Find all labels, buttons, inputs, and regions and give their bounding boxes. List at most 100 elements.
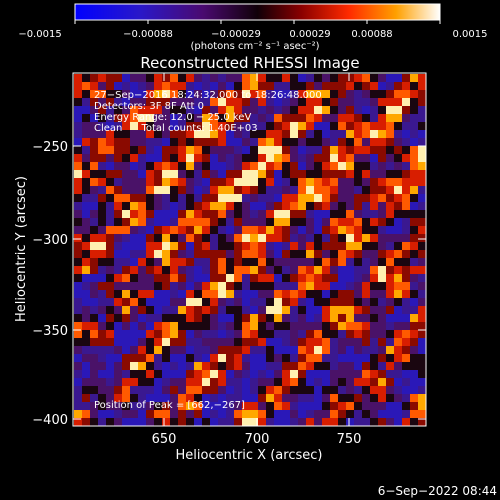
- image-pixel: [338, 138, 347, 147]
- image-pixel: [306, 282, 315, 291]
- image-pixel: [298, 306, 307, 315]
- image-pixel: [322, 290, 331, 299]
- image-pixel: [194, 82, 203, 91]
- image-pixel: [410, 362, 419, 371]
- image-pixel: [226, 106, 235, 115]
- image-pixel: [250, 114, 259, 123]
- image-pixel: [362, 274, 371, 283]
- image-pixel: [362, 98, 371, 107]
- image-pixel: [138, 82, 147, 91]
- image-pixel: [250, 138, 259, 147]
- image-pixel: [210, 346, 219, 355]
- image-pixel: [250, 354, 259, 363]
- image-pixel: [170, 234, 179, 243]
- image-pixel: [338, 106, 347, 115]
- image-pixel: [378, 274, 387, 283]
- image-pixel: [362, 122, 371, 131]
- image-pixel: [394, 130, 403, 139]
- image-pixel: [210, 226, 219, 235]
- image-pixel: [378, 194, 387, 203]
- image-pixel: [114, 410, 123, 419]
- image-pixel: [370, 322, 379, 331]
- image-pixel: [258, 282, 267, 291]
- image-pixel: [114, 266, 123, 275]
- image-pixel: [290, 242, 299, 251]
- image-pixel: [354, 234, 363, 243]
- image-pixel: [226, 386, 235, 395]
- image-pixel: [418, 330, 427, 339]
- image-pixel: [370, 226, 379, 235]
- image-pixel: [258, 322, 267, 331]
- image-pixel: [362, 282, 371, 291]
- image-pixel: [306, 194, 315, 203]
- image-pixel: [242, 282, 251, 291]
- image-pixel: [210, 98, 219, 107]
- image-pixel: [314, 226, 323, 235]
- image-pixel: [74, 402, 83, 411]
- image-pixel: [402, 178, 411, 187]
- image-pixel: [178, 146, 187, 155]
- image-pixel: [226, 178, 235, 187]
- image-pixel: [178, 354, 187, 363]
- image-pixel: [386, 402, 395, 411]
- image-pixel: [258, 410, 267, 419]
- image-pixel: [74, 170, 83, 179]
- image-pixel: [282, 106, 291, 115]
- image-pixel: [250, 234, 259, 243]
- image-pixel: [234, 82, 243, 91]
- image-pixel: [250, 418, 259, 427]
- image-pixel: [274, 170, 283, 179]
- image-pixel: [338, 250, 347, 259]
- image-pixel: [378, 154, 387, 163]
- image-pixel: [130, 282, 139, 291]
- image-pixel: [234, 130, 243, 139]
- image-pixel: [290, 346, 299, 355]
- image-pixel: [74, 122, 83, 131]
- image-pixel: [122, 370, 131, 379]
- image-pixel: [90, 234, 99, 243]
- image-pixel: [114, 170, 123, 179]
- image-pixel: [258, 186, 267, 195]
- image-pixel: [314, 114, 323, 123]
- image-pixel: [194, 178, 203, 187]
- image-pixel: [82, 386, 91, 395]
- image-pixel: [418, 290, 427, 299]
- image-pixel: [306, 130, 315, 139]
- image-pixel: [74, 386, 83, 395]
- image-pixel: [226, 114, 235, 123]
- image-pixel: [130, 138, 139, 147]
- image-pixel: [410, 186, 419, 195]
- image-pixel: [242, 306, 251, 315]
- image-pixel: [410, 258, 419, 267]
- image-pixel: [298, 378, 307, 387]
- image-pixel: [138, 234, 147, 243]
- image-pixel: [218, 194, 227, 203]
- image-pixel: [250, 90, 259, 99]
- image-pixel: [274, 298, 283, 307]
- image-pixel: [346, 402, 355, 411]
- image-pixel: [298, 274, 307, 283]
- image-pixel: [394, 242, 403, 251]
- image-pixel: [370, 90, 379, 99]
- image-pixel: [338, 418, 347, 427]
- image-pixel: [314, 194, 323, 203]
- image-pixel: [378, 314, 387, 323]
- image-pixel: [226, 162, 235, 171]
- image-pixel: [314, 346, 323, 355]
- image-pixel: [122, 330, 131, 339]
- image-pixel: [242, 370, 251, 379]
- image-pixel: [250, 338, 259, 347]
- image-pixel: [394, 170, 403, 179]
- image-pixel: [394, 106, 403, 115]
- image-pixel: [122, 202, 131, 211]
- image-pixel: [114, 330, 123, 339]
- image-pixel: [194, 90, 203, 99]
- image-pixel: [146, 282, 155, 291]
- image-pixel: [266, 90, 275, 99]
- image-pixel: [250, 282, 259, 291]
- image-pixel: [82, 226, 91, 235]
- image-pixel: [370, 154, 379, 163]
- image-pixel: [114, 106, 123, 115]
- image-pixel: [146, 354, 155, 363]
- image-pixel: [370, 106, 379, 115]
